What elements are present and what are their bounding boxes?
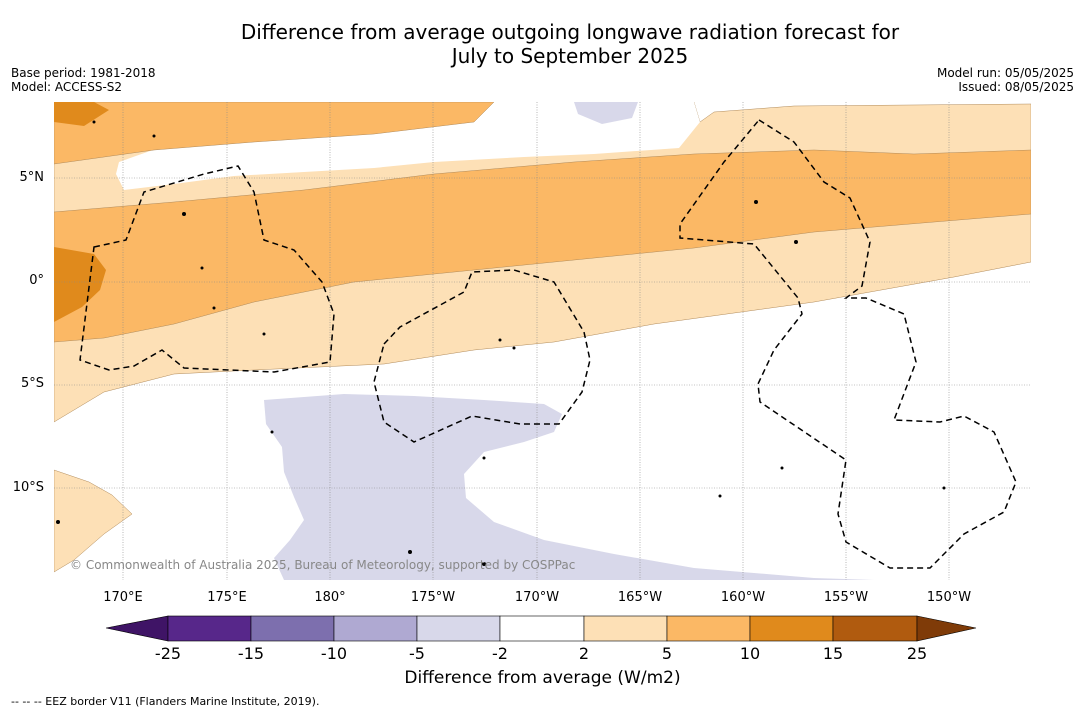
- colorbar-over-arrow: [916, 615, 977, 642]
- colorbar-tick: 5: [661, 644, 673, 663]
- anomaly-region-5-10: [54, 102, 495, 165]
- lon-label-170e: 170°E: [103, 590, 143, 605]
- model-name: Model: ACCESS-S2: [11, 80, 123, 94]
- colorbar-tick: -15: [237, 644, 265, 663]
- copyright-notice: © Commonwealth of Australia 2025, Bureau…: [70, 558, 576, 572]
- lon-label-150w: 150°W: [926, 590, 972, 605]
- colorbar-segment: [499, 615, 585, 642]
- lon-label-155w: 155°W: [823, 590, 869, 605]
- model-run: Model run: 05/05/2025: [936, 66, 1074, 80]
- eez-borders: [79, 119, 1017, 569]
- lon-label-175w: 175°W: [410, 590, 456, 605]
- colorbar-under-arrow: [105, 615, 169, 642]
- colorbar-tick: -2: [492, 644, 508, 663]
- lat-label-5n: 5°N: [19, 170, 45, 185]
- colorbar-label: Difference from average (W/m2): [404, 668, 681, 688]
- colorbar: [105, 614, 978, 648]
- meta-right: Model run: 05/05/2025 Issued: 08/05/2025: [937, 66, 1074, 94]
- title-line-1: Difference from average outgoing longwav…: [240, 20, 900, 44]
- colorbar-tick: -25: [154, 644, 182, 663]
- colorbar-tick: 25: [906, 644, 928, 663]
- issued-date: Issued: 08/05/2025: [958, 80, 1074, 94]
- anomaly-region-neg-2-5: [264, 394, 874, 580]
- colorbar-segment: [749, 615, 834, 642]
- colorbar-segment: [666, 615, 751, 642]
- islands: [56, 120, 946, 566]
- title-line-2: July to September 2025: [451, 44, 689, 68]
- anomaly-region-2-5: [54, 469, 133, 573]
- colorbar-tick: 2: [578, 644, 590, 663]
- colorbar-tick: 15: [822, 644, 844, 663]
- anomaly-region-neg-2-5: [574, 102, 638, 124]
- lat-label-5s: 5°S: [20, 376, 44, 391]
- anomaly-map: [54, 102, 1031, 580]
- colorbar-tick: -5: [409, 644, 425, 663]
- anomaly-region-5-10: [54, 149, 1031, 343]
- colorbar-segment: [583, 615, 668, 642]
- meta-left: Base period: 1981-2018 Model: ACCESS-S2: [11, 66, 156, 94]
- anomaly-region-10-15: [54, 247, 106, 322]
- lat-label-eq: 0°: [29, 273, 44, 288]
- lat-label-10s: 10°S: [12, 480, 44, 495]
- colorbar-segment: [416, 615, 501, 642]
- colorbar-tick: 10: [739, 644, 761, 663]
- lon-label-160w: 160°W: [720, 590, 766, 605]
- lon-label-170w: 170°W: [514, 590, 560, 605]
- colorbar-segment: [333, 615, 418, 642]
- colorbar-segment: [167, 615, 252, 642]
- eez-footnote: -- -- -- EEZ border V11 (Flanders Marine…: [11, 695, 320, 708]
- map-title: Difference from average outgoing longwav…: [0, 20, 1085, 68]
- colorbar-tick: -10: [320, 644, 348, 663]
- base-period: Base period: 1981-2018: [11, 66, 156, 80]
- colorbar-segment: [250, 615, 335, 642]
- lon-label-180: 180°: [314, 590, 346, 605]
- colorbar-segment: [832, 615, 918, 642]
- lon-label-165w: 165°W: [617, 590, 663, 605]
- anomaly-region-10-15: [54, 102, 109, 126]
- lon-label-175e: 175°E: [207, 590, 247, 605]
